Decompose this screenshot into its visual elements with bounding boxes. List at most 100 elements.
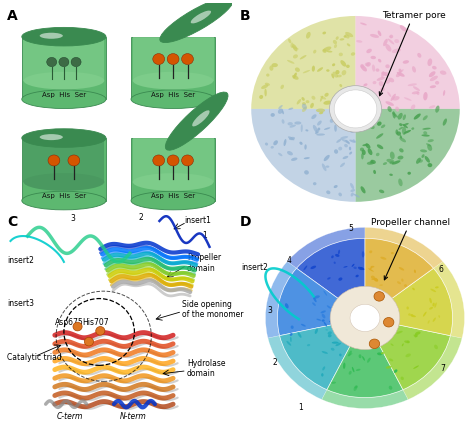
Ellipse shape xyxy=(402,125,408,129)
Wedge shape xyxy=(322,390,408,408)
Ellipse shape xyxy=(378,31,382,37)
Text: Asp  His  Ser: Asp His Ser xyxy=(151,92,195,98)
Ellipse shape xyxy=(328,335,332,338)
Ellipse shape xyxy=(428,140,434,143)
Circle shape xyxy=(350,304,380,332)
Ellipse shape xyxy=(339,85,342,88)
Ellipse shape xyxy=(345,35,349,40)
Ellipse shape xyxy=(417,54,421,58)
Ellipse shape xyxy=(381,125,385,129)
Ellipse shape xyxy=(435,303,437,308)
Circle shape xyxy=(330,286,400,350)
Ellipse shape xyxy=(389,78,394,83)
Ellipse shape xyxy=(324,156,330,162)
Ellipse shape xyxy=(440,71,447,76)
Ellipse shape xyxy=(391,252,394,255)
Ellipse shape xyxy=(374,278,378,282)
Ellipse shape xyxy=(428,320,430,324)
Ellipse shape xyxy=(417,92,419,96)
Ellipse shape xyxy=(403,61,409,64)
Ellipse shape xyxy=(320,96,323,102)
Ellipse shape xyxy=(315,130,319,134)
Ellipse shape xyxy=(324,94,328,98)
Ellipse shape xyxy=(354,194,360,198)
Ellipse shape xyxy=(303,71,310,74)
Ellipse shape xyxy=(435,287,439,289)
Ellipse shape xyxy=(399,128,403,131)
Text: His707: His707 xyxy=(82,317,109,326)
Ellipse shape xyxy=(286,341,291,346)
Ellipse shape xyxy=(410,315,416,317)
Wedge shape xyxy=(280,325,351,390)
Ellipse shape xyxy=(397,282,401,285)
Ellipse shape xyxy=(322,351,328,354)
Text: Asp  His  Ser: Asp His Ser xyxy=(151,193,195,199)
Ellipse shape xyxy=(351,193,354,197)
Ellipse shape xyxy=(288,123,293,126)
Circle shape xyxy=(96,327,105,335)
Text: insert2: insert2 xyxy=(7,256,34,264)
Ellipse shape xyxy=(414,114,421,120)
Ellipse shape xyxy=(269,66,273,72)
Circle shape xyxy=(71,58,81,68)
Ellipse shape xyxy=(361,187,365,194)
Ellipse shape xyxy=(282,111,284,115)
Ellipse shape xyxy=(429,106,436,109)
Ellipse shape xyxy=(285,304,289,309)
Ellipse shape xyxy=(315,329,318,334)
Ellipse shape xyxy=(340,137,348,140)
Ellipse shape xyxy=(377,78,385,82)
Ellipse shape xyxy=(355,386,357,389)
Ellipse shape xyxy=(336,37,339,41)
Ellipse shape xyxy=(368,149,373,156)
Ellipse shape xyxy=(408,313,411,316)
Ellipse shape xyxy=(22,28,106,47)
Ellipse shape xyxy=(24,73,104,90)
Ellipse shape xyxy=(371,160,376,165)
Ellipse shape xyxy=(370,35,379,39)
Circle shape xyxy=(167,156,179,166)
Ellipse shape xyxy=(408,172,411,175)
Ellipse shape xyxy=(298,332,301,338)
Text: 2: 2 xyxy=(273,357,277,366)
Wedge shape xyxy=(391,269,453,336)
Ellipse shape xyxy=(323,101,332,105)
Ellipse shape xyxy=(367,358,371,363)
Ellipse shape xyxy=(429,298,432,304)
Ellipse shape xyxy=(24,174,104,191)
Ellipse shape xyxy=(354,385,357,391)
Ellipse shape xyxy=(391,344,393,346)
Ellipse shape xyxy=(391,95,396,102)
Ellipse shape xyxy=(360,148,364,152)
Ellipse shape xyxy=(310,266,316,270)
Ellipse shape xyxy=(379,285,383,286)
Wedge shape xyxy=(297,239,365,300)
Ellipse shape xyxy=(336,139,341,144)
Text: Tetramer pore: Tetramer pore xyxy=(379,11,446,96)
Ellipse shape xyxy=(356,41,362,43)
Ellipse shape xyxy=(427,145,432,152)
Ellipse shape xyxy=(423,312,427,317)
Ellipse shape xyxy=(311,115,317,120)
Ellipse shape xyxy=(394,40,399,44)
Ellipse shape xyxy=(331,74,334,79)
Ellipse shape xyxy=(302,104,307,110)
Ellipse shape xyxy=(414,270,416,273)
Circle shape xyxy=(153,156,164,166)
Ellipse shape xyxy=(326,191,330,195)
Ellipse shape xyxy=(407,341,410,344)
Ellipse shape xyxy=(369,251,372,254)
Ellipse shape xyxy=(430,289,436,292)
Ellipse shape xyxy=(160,0,234,43)
Ellipse shape xyxy=(322,33,326,35)
Wedge shape xyxy=(265,262,297,338)
Ellipse shape xyxy=(388,40,394,45)
Polygon shape xyxy=(24,38,104,81)
Ellipse shape xyxy=(311,96,315,101)
Wedge shape xyxy=(251,110,356,203)
Ellipse shape xyxy=(288,137,294,141)
Ellipse shape xyxy=(313,296,320,299)
Ellipse shape xyxy=(318,128,320,131)
Ellipse shape xyxy=(316,134,325,136)
Ellipse shape xyxy=(389,174,393,177)
